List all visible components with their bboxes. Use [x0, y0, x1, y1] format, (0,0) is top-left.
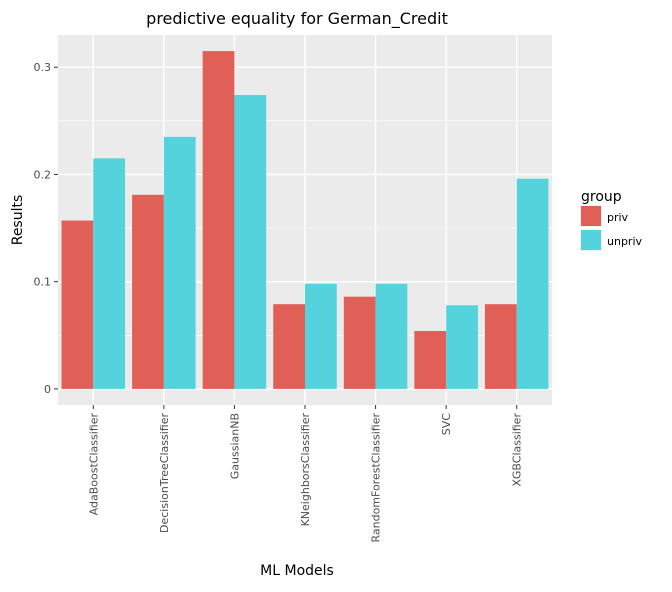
chart-title: predictive equality for German_Credit [146, 9, 448, 29]
bar-unpriv-decisiontreeclassifier [163, 136, 196, 389]
bar-priv-svc [414, 331, 447, 389]
legend-label-unpriv: unpriv [607, 235, 643, 248]
bar-unpriv-xgbclassifier [516, 178, 549, 389]
y-tick-label: 0.1 [34, 276, 52, 289]
y-axis: 0 0.1 0.2 0.3 [34, 61, 58, 396]
x-tick-label: GaussianNB [228, 413, 241, 479]
bar-priv-xgbclassifier [484, 304, 517, 389]
x-tick-label: RandomForestClassifier [370, 413, 383, 543]
bar-unpriv-randomforestclassifier [375, 283, 408, 389]
y-tick-label: 0.3 [34, 61, 52, 74]
bar-unpriv-gaussiannb [234, 95, 267, 389]
bar-priv-adaboostclassifier [61, 220, 94, 389]
y-tick-label: 0 [44, 383, 51, 396]
bar-priv-decisiontreeclassifier [132, 194, 164, 389]
bar-unpriv-kneighborsclassifier [305, 283, 337, 389]
bar-priv-gaussiannb [202, 51, 235, 389]
x-tick-label: KNeighborsClassifier [299, 413, 312, 527]
y-tick-label: 0.2 [34, 168, 52, 181]
bar-unpriv-svc [446, 305, 478, 389]
x-tick-label: DecisionTreeClassifier [158, 413, 171, 533]
x-axis: AdaBoostClassifier DecisionTreeClassifier… [87, 405, 524, 543]
x-axis-label: ML Models [260, 563, 334, 579]
legend-title: group [581, 189, 622, 205]
bars-layer [61, 51, 549, 389]
y-axis-label: Results [10, 195, 26, 246]
x-tick-label: AdaBoostClassifier [87, 413, 100, 516]
legend-swatch-priv [581, 206, 601, 226]
bar-unpriv-adaboostclassifier [93, 158, 126, 389]
bar-priv-kneighborsclassifier [273, 304, 305, 389]
bar-priv-randomforestclassifier [343, 296, 376, 389]
plot-area [58, 35, 552, 405]
legend-label-priv: priv [607, 211, 629, 224]
x-tick-label: SVC [440, 413, 453, 436]
legend: group priv unpriv [580, 189, 643, 251]
x-tick-label: XGBClassifier [511, 413, 524, 487]
legend-swatch-unpriv [581, 230, 601, 250]
